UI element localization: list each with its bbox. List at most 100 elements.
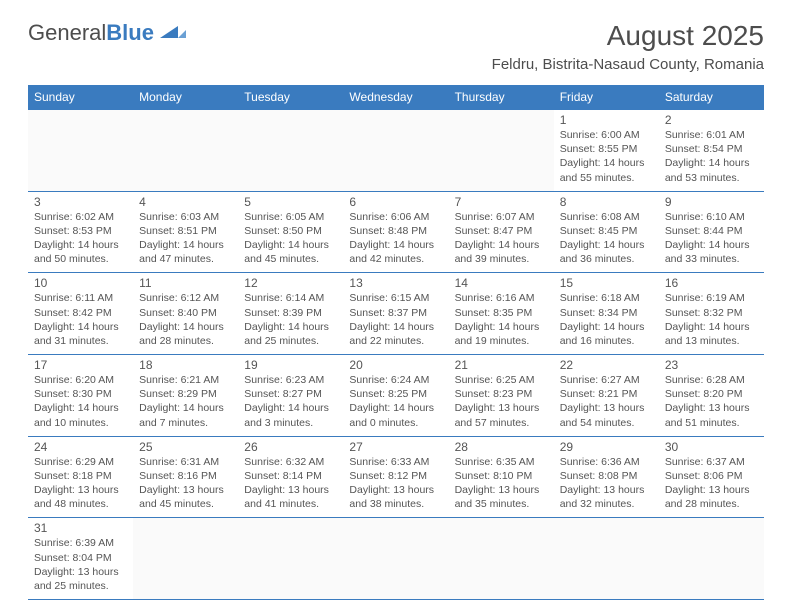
day-info: Sunrise: 6:16 AMSunset: 8:35 PMDaylight:…	[455, 291, 548, 348]
calendar-cell: 15Sunrise: 6:18 AMSunset: 8:34 PMDayligh…	[554, 273, 659, 355]
day-info: Sunrise: 6:07 AMSunset: 8:47 PMDaylight:…	[455, 210, 548, 267]
calendar-cell: 5Sunrise: 6:05 AMSunset: 8:50 PMDaylight…	[238, 191, 343, 273]
day-number: 9	[665, 195, 758, 209]
day-info: Sunrise: 6:18 AMSunset: 8:34 PMDaylight:…	[560, 291, 653, 348]
day-header: Tuesday	[238, 85, 343, 110]
calendar-cell: 16Sunrise: 6:19 AMSunset: 8:32 PMDayligh…	[659, 273, 764, 355]
calendar-cell	[449, 518, 554, 600]
calendar-cell	[449, 110, 554, 192]
day-info: Sunrise: 6:33 AMSunset: 8:12 PMDaylight:…	[349, 455, 442, 512]
day-info: Sunrise: 6:05 AMSunset: 8:50 PMDaylight:…	[244, 210, 337, 267]
day-info: Sunrise: 6:02 AMSunset: 8:53 PMDaylight:…	[34, 210, 127, 267]
calendar-cell: 12Sunrise: 6:14 AMSunset: 8:39 PMDayligh…	[238, 273, 343, 355]
day-info: Sunrise: 6:28 AMSunset: 8:20 PMDaylight:…	[665, 373, 758, 430]
day-number: 15	[560, 276, 653, 290]
calendar-body: 1Sunrise: 6:00 AMSunset: 8:55 PMDaylight…	[28, 110, 764, 600]
logo-text-1: General	[28, 20, 106, 46]
day-header: Monday	[133, 85, 238, 110]
calendar-cell: 8Sunrise: 6:08 AMSunset: 8:45 PMDaylight…	[554, 191, 659, 273]
calendar-cell: 19Sunrise: 6:23 AMSunset: 8:27 PMDayligh…	[238, 355, 343, 437]
day-number: 11	[139, 276, 232, 290]
day-header: Thursday	[449, 85, 554, 110]
day-number: 2	[665, 113, 758, 127]
day-number: 29	[560, 440, 653, 454]
location: Feldru, Bistrita-Nasaud County, Romania	[492, 56, 764, 73]
calendar-cell	[28, 110, 133, 192]
day-number: 24	[34, 440, 127, 454]
calendar-week: 1Sunrise: 6:00 AMSunset: 8:55 PMDaylight…	[28, 110, 764, 192]
day-number: 27	[349, 440, 442, 454]
calendar-cell: 11Sunrise: 6:12 AMSunset: 8:40 PMDayligh…	[133, 273, 238, 355]
day-header: Sunday	[28, 85, 133, 110]
day-number: 21	[455, 358, 548, 372]
calendar-cell: 3Sunrise: 6:02 AMSunset: 8:53 PMDaylight…	[28, 191, 133, 273]
title-block: August 2025 Feldru, Bistrita-Nasaud Coun…	[492, 20, 764, 73]
day-info: Sunrise: 6:35 AMSunset: 8:10 PMDaylight:…	[455, 455, 548, 512]
day-info: Sunrise: 6:21 AMSunset: 8:29 PMDaylight:…	[139, 373, 232, 430]
calendar-cell	[554, 518, 659, 600]
calendar-week: 24Sunrise: 6:29 AMSunset: 8:18 PMDayligh…	[28, 436, 764, 518]
day-number: 25	[139, 440, 232, 454]
day-info: Sunrise: 6:25 AMSunset: 8:23 PMDaylight:…	[455, 373, 548, 430]
calendar-cell: 20Sunrise: 6:24 AMSunset: 8:25 PMDayligh…	[343, 355, 448, 437]
day-info: Sunrise: 6:31 AMSunset: 8:16 PMDaylight:…	[139, 455, 232, 512]
day-info: Sunrise: 6:37 AMSunset: 8:06 PMDaylight:…	[665, 455, 758, 512]
calendar-cell: 30Sunrise: 6:37 AMSunset: 8:06 PMDayligh…	[659, 436, 764, 518]
calendar-cell: 1Sunrise: 6:00 AMSunset: 8:55 PMDaylight…	[554, 110, 659, 192]
day-info: Sunrise: 6:24 AMSunset: 8:25 PMDaylight:…	[349, 373, 442, 430]
calendar-cell: 7Sunrise: 6:07 AMSunset: 8:47 PMDaylight…	[449, 191, 554, 273]
day-number: 18	[139, 358, 232, 372]
day-info: Sunrise: 6:20 AMSunset: 8:30 PMDaylight:…	[34, 373, 127, 430]
calendar-cell	[343, 110, 448, 192]
calendar-cell: 14Sunrise: 6:16 AMSunset: 8:35 PMDayligh…	[449, 273, 554, 355]
day-number: 13	[349, 276, 442, 290]
calendar-cell: 29Sunrise: 6:36 AMSunset: 8:08 PMDayligh…	[554, 436, 659, 518]
day-number: 16	[665, 276, 758, 290]
calendar-cell: 17Sunrise: 6:20 AMSunset: 8:30 PMDayligh…	[28, 355, 133, 437]
day-info: Sunrise: 6:08 AMSunset: 8:45 PMDaylight:…	[560, 210, 653, 267]
calendar-cell: 13Sunrise: 6:15 AMSunset: 8:37 PMDayligh…	[343, 273, 448, 355]
day-info: Sunrise: 6:32 AMSunset: 8:14 PMDaylight:…	[244, 455, 337, 512]
day-number: 22	[560, 358, 653, 372]
day-info: Sunrise: 6:27 AMSunset: 8:21 PMDaylight:…	[560, 373, 653, 430]
day-info: Sunrise: 6:11 AMSunset: 8:42 PMDaylight:…	[34, 291, 127, 348]
calendar-cell: 4Sunrise: 6:03 AMSunset: 8:51 PMDaylight…	[133, 191, 238, 273]
day-number: 6	[349, 195, 442, 209]
calendar-cell: 18Sunrise: 6:21 AMSunset: 8:29 PMDayligh…	[133, 355, 238, 437]
calendar-week: 10Sunrise: 6:11 AMSunset: 8:42 PMDayligh…	[28, 273, 764, 355]
calendar-cell: 26Sunrise: 6:32 AMSunset: 8:14 PMDayligh…	[238, 436, 343, 518]
day-header: Friday	[554, 85, 659, 110]
day-number: 12	[244, 276, 337, 290]
day-number: 28	[455, 440, 548, 454]
day-info: Sunrise: 6:29 AMSunset: 8:18 PMDaylight:…	[34, 455, 127, 512]
calendar-cell	[343, 518, 448, 600]
calendar-table: SundayMondayTuesdayWednesdayThursdayFrid…	[28, 85, 764, 600]
day-info: Sunrise: 6:39 AMSunset: 8:04 PMDaylight:…	[34, 536, 127, 593]
calendar-week: 17Sunrise: 6:20 AMSunset: 8:30 PMDayligh…	[28, 355, 764, 437]
day-number: 30	[665, 440, 758, 454]
calendar-week: 31Sunrise: 6:39 AMSunset: 8:04 PMDayligh…	[28, 518, 764, 600]
day-info: Sunrise: 6:12 AMSunset: 8:40 PMDaylight:…	[139, 291, 232, 348]
day-info: Sunrise: 6:23 AMSunset: 8:27 PMDaylight:…	[244, 373, 337, 430]
calendar-cell: 25Sunrise: 6:31 AMSunset: 8:16 PMDayligh…	[133, 436, 238, 518]
day-info: Sunrise: 6:10 AMSunset: 8:44 PMDaylight:…	[665, 210, 758, 267]
day-info: Sunrise: 6:19 AMSunset: 8:32 PMDaylight:…	[665, 291, 758, 348]
day-number: 4	[139, 195, 232, 209]
calendar-cell	[659, 518, 764, 600]
calendar-cell	[238, 110, 343, 192]
day-number: 3	[34, 195, 127, 209]
day-info: Sunrise: 6:14 AMSunset: 8:39 PMDaylight:…	[244, 291, 337, 348]
calendar-head: SundayMondayTuesdayWednesdayThursdayFrid…	[28, 85, 764, 110]
day-info: Sunrise: 6:01 AMSunset: 8:54 PMDaylight:…	[665, 128, 758, 185]
calendar-cell	[133, 518, 238, 600]
calendar-week: 3Sunrise: 6:02 AMSunset: 8:53 PMDaylight…	[28, 191, 764, 273]
logo-text-2: Blue	[106, 20, 154, 46]
day-number: 10	[34, 276, 127, 290]
calendar-cell: 28Sunrise: 6:35 AMSunset: 8:10 PMDayligh…	[449, 436, 554, 518]
day-number: 20	[349, 358, 442, 372]
calendar-cell	[133, 110, 238, 192]
day-header: Wednesday	[343, 85, 448, 110]
day-number: 17	[34, 358, 127, 372]
calendar-cell: 24Sunrise: 6:29 AMSunset: 8:18 PMDayligh…	[28, 436, 133, 518]
day-info: Sunrise: 6:00 AMSunset: 8:55 PMDaylight:…	[560, 128, 653, 185]
